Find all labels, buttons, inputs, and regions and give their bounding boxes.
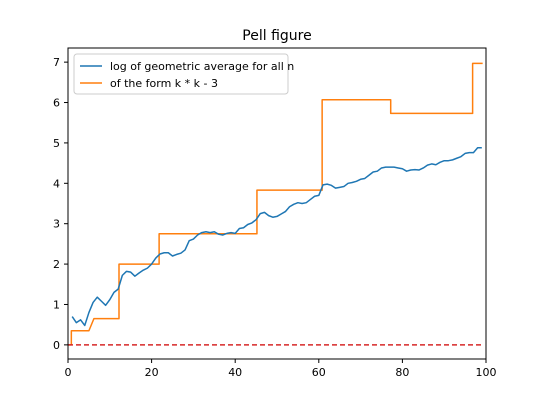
y-tick-label: 7 bbox=[53, 56, 60, 69]
legend-label: of the form k * k - 3 bbox=[110, 77, 218, 90]
plot-area bbox=[68, 62, 484, 346]
chart-title: Pell figure bbox=[242, 28, 311, 44]
x-tick-label: 60 bbox=[312, 366, 326, 379]
x-tick-label: 0 bbox=[65, 366, 72, 379]
y-tick-label: 5 bbox=[53, 137, 60, 150]
y-tick-label: 3 bbox=[53, 218, 60, 231]
x-axis: 0 20 40 60 80 100 bbox=[65, 359, 497, 379]
series-k-squared-minus-3-line bbox=[68, 62, 483, 346]
x-tick-label: 20 bbox=[145, 366, 159, 379]
axes-frame bbox=[67, 47, 487, 360]
y-axis: 0 1 2 3 4 5 6 7 bbox=[53, 56, 68, 352]
x-tick-label: 100 bbox=[476, 366, 497, 379]
series-geometric-average-line bbox=[71, 147, 482, 327]
legend-label: log of geometric average for all n bbox=[110, 60, 294, 73]
legend: log of geometric average for all n of the… bbox=[73, 53, 294, 95]
legend-box bbox=[73, 53, 289, 95]
y-tick-label: 0 bbox=[53, 339, 60, 352]
y-tick-label: 2 bbox=[53, 258, 60, 271]
y-tick-label: 4 bbox=[53, 177, 60, 190]
x-tick-label: 80 bbox=[395, 366, 409, 379]
x-tick-label: 40 bbox=[228, 366, 242, 379]
y-tick-label: 6 bbox=[53, 97, 60, 110]
y-tick-label: 1 bbox=[53, 298, 60, 311]
